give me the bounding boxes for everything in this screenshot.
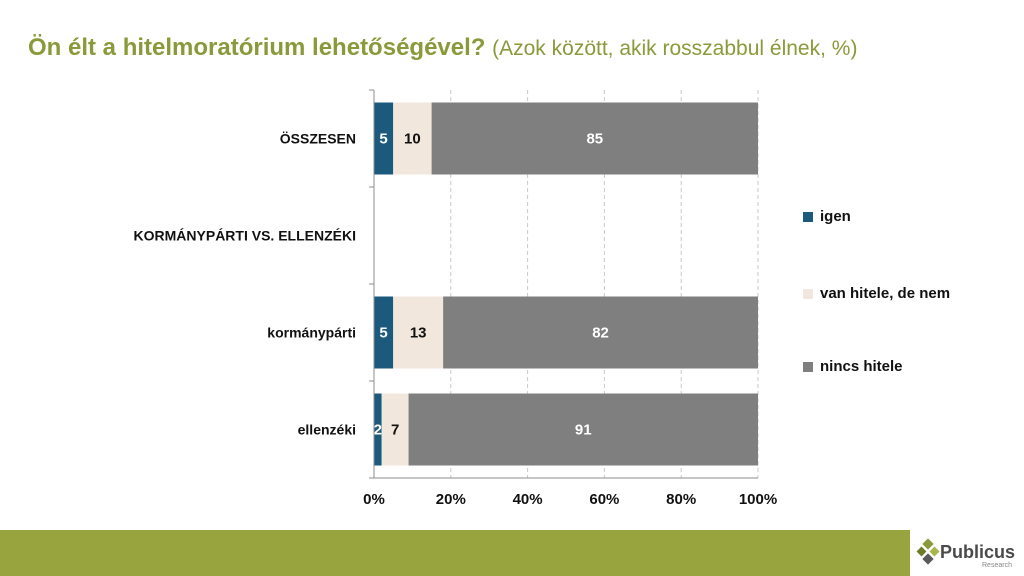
bar-segment [374,393,382,466]
data-label: 2 [374,422,382,439]
x-tick-label: 60% [589,491,619,508]
legend-swatch [803,361,813,372]
category-label: kormánypárti [267,325,356,341]
bar-segment [408,393,758,466]
publicus-diamond-icon [916,538,940,565]
x-tick-label: 20% [436,491,466,508]
chart-title: Ön élt a hitelmoratórium lehetőségével? … [28,30,857,67]
data-label: 82 [592,325,609,342]
bar-segment [374,296,394,369]
bar-segment [431,102,758,175]
x-tick-label: 0% [363,491,385,508]
bar-segment [393,296,444,369]
data-label: 5 [379,325,387,342]
category-label: ÖSSZESEN [280,131,356,147]
legend-label: igen [820,208,851,225]
legend-item: igen [803,208,851,225]
legend-item: van hitele, de nem [803,285,950,302]
legend-swatch [803,288,813,299]
legend-swatch [803,211,813,222]
legend-label: van hitele, de nem [820,285,951,302]
x-tick-label: 40% [513,491,543,508]
data-label: 13 [410,325,427,342]
footer-band [0,530,910,576]
logo-subword: Research [982,562,1012,569]
publicus-logo: Publicus Research [916,536,1024,576]
bar-segment [393,102,432,175]
data-label: 5 [379,131,387,148]
category-label: KORMÁNYPÁRTI VS. ELLENZÉKI [134,228,356,244]
bar-segment [374,102,394,175]
data-label: 10 [404,131,421,148]
logo-word: Publicus [940,542,1016,562]
legend-label: nincs hitele [820,358,903,375]
chart-title-sub: (Azok között, akik rosszabbul élnek, %) [492,37,858,60]
data-label: 85 [586,131,603,148]
x-tick-label: 100% [739,491,777,508]
category-label: ellenzéki [298,422,356,438]
data-label: 91 [575,422,592,439]
x-tick-label: 80% [666,491,696,508]
legend-item: nincs hitele [803,358,903,375]
data-label: 7 [391,422,399,439]
bar-segment [443,296,758,369]
bar-segment [381,393,409,466]
chart-title-main: Ön élt a hitelmoratórium lehetőségével? [28,34,486,61]
